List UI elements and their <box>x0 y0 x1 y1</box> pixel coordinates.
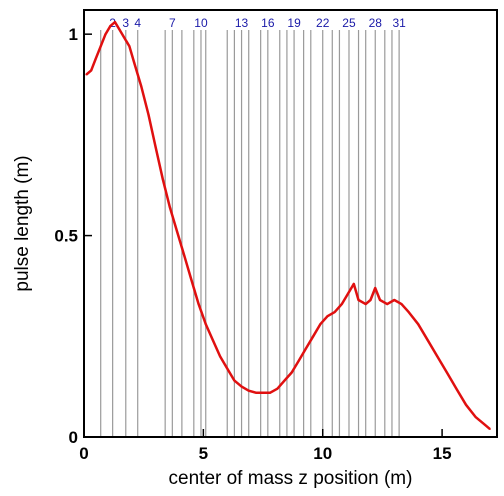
data-point <box>364 303 367 306</box>
data-point <box>319 323 322 326</box>
data-point <box>219 355 222 358</box>
data-point <box>254 391 257 394</box>
marker-label-28: 28 <box>369 16 383 30</box>
data-point <box>333 311 336 314</box>
marker-label-16: 16 <box>261 16 275 30</box>
y-tick-label: 0 <box>69 428 78 447</box>
data-point <box>417 323 420 326</box>
data-point <box>262 391 265 394</box>
data-point <box>297 359 300 362</box>
data-point <box>464 403 467 406</box>
data-point <box>133 61 136 64</box>
marker-lines: 2 3 4 7 10 13 16 19 22 25 28 31 <box>100 16 406 437</box>
data-point <box>369 299 372 302</box>
data-point <box>347 290 350 293</box>
marker-label-13: 13 <box>235 16 249 30</box>
data-point <box>197 303 200 306</box>
marker-label-31: 31 <box>392 16 406 30</box>
data-point <box>118 29 121 32</box>
data-point <box>400 303 403 306</box>
marker-label-19: 19 <box>287 16 301 30</box>
data-point <box>211 339 214 342</box>
y-axis-title: pulse length (m) <box>12 155 33 291</box>
data-point <box>233 379 236 382</box>
data-point <box>183 254 186 257</box>
y-tick-label: 1 <box>69 25 78 44</box>
data-point <box>445 371 448 374</box>
data-series <box>85 20 491 430</box>
marker-label-3: 3 <box>122 16 129 30</box>
series-line-1 <box>85 20 491 430</box>
x-tick-label: 0 <box>79 444 88 463</box>
data-point <box>305 347 308 350</box>
data-point <box>290 371 293 374</box>
data-point <box>85 73 88 76</box>
data-point <box>104 33 107 36</box>
data-point <box>109 25 112 28</box>
data-point <box>312 335 315 338</box>
data-point <box>204 323 207 326</box>
data-point <box>426 339 429 342</box>
x-tick-label: 10 <box>313 444 332 463</box>
data-point <box>357 299 360 302</box>
plot-frame <box>83 9 498 438</box>
data-point <box>474 415 477 418</box>
data-point <box>488 427 491 430</box>
data-point <box>168 206 171 209</box>
data-point <box>340 303 343 306</box>
data-point <box>283 379 286 382</box>
data-point <box>326 315 329 318</box>
x-tick-label: 15 <box>433 444 452 463</box>
data-point <box>436 355 439 358</box>
data-point <box>393 299 396 302</box>
data-point <box>154 145 157 148</box>
data-point <box>90 69 93 72</box>
data-point <box>484 423 487 426</box>
marker-label-10: 10 <box>194 16 208 30</box>
data-point <box>140 85 143 88</box>
data-point <box>176 230 179 233</box>
data-point <box>161 178 164 181</box>
data-point <box>379 299 382 302</box>
marker-label-7: 7 <box>169 16 176 30</box>
x-axis-title: center of mass z position (m) <box>169 468 413 489</box>
marker-label-25: 25 <box>342 16 356 30</box>
data-point <box>226 367 229 370</box>
x-tick-label: 5 <box>199 444 208 463</box>
data-point <box>114 21 117 24</box>
data-point <box>94 57 97 60</box>
data-point <box>407 311 410 314</box>
data-point <box>247 389 250 392</box>
axis-ticks: 0 5 10 15 0 0.5 1 <box>54 25 451 463</box>
data-point <box>99 45 102 48</box>
marker-label-4: 4 <box>134 16 141 30</box>
data-point <box>269 391 272 394</box>
data-point <box>455 387 458 390</box>
data-point <box>190 278 193 281</box>
data-point <box>128 45 131 48</box>
data-point <box>276 387 279 390</box>
data-point <box>147 113 150 116</box>
data-point <box>374 286 377 289</box>
marker-label-22: 22 <box>316 16 330 30</box>
data-point <box>386 303 389 306</box>
data-point <box>240 385 243 388</box>
data-point <box>123 37 126 40</box>
data-point <box>352 282 355 285</box>
y-tick-label: 0.5 <box>54 227 78 246</box>
